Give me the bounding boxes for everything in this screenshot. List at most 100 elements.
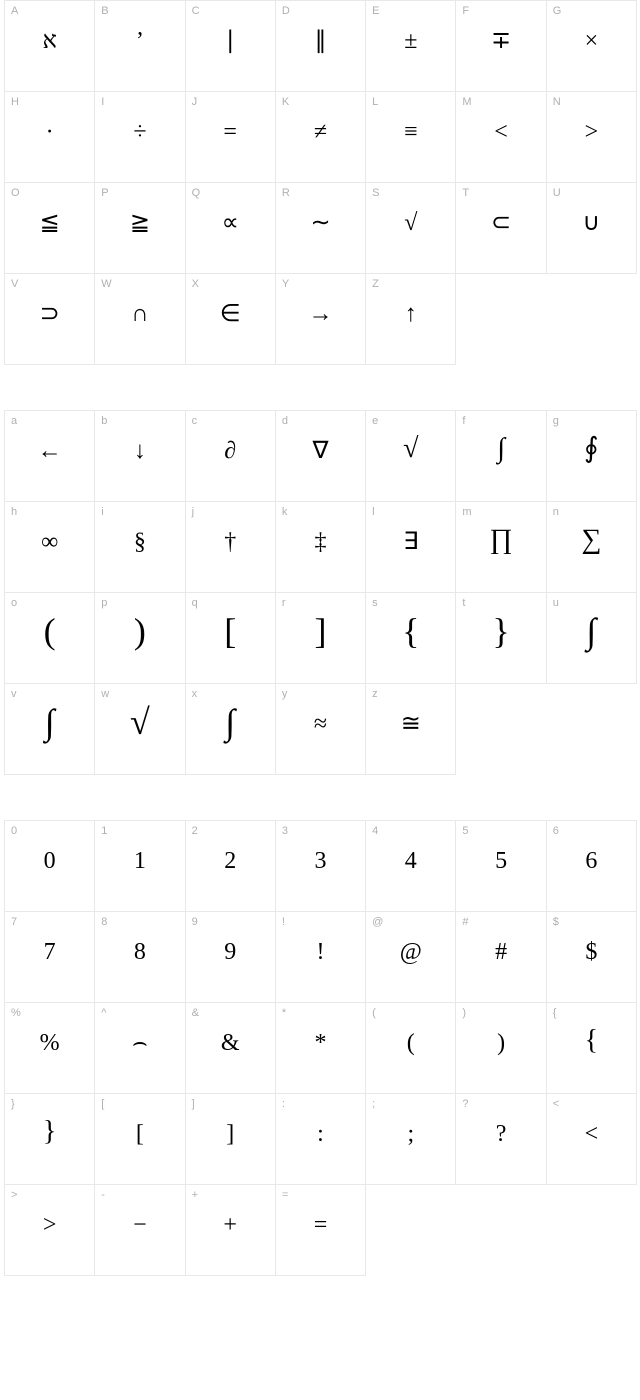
- cell-key-label: [: [101, 1098, 104, 1110]
- glyph-cell: V⊃: [5, 274, 95, 365]
- glyph-cell: >>: [5, 1185, 95, 1276]
- cell-key-label: S: [372, 187, 379, 199]
- cell-glyph: %: [5, 1031, 94, 1055]
- cell-key-label: A: [11, 5, 18, 17]
- glyph-cell: h∞: [5, 502, 95, 593]
- glyph-cell: Q∝: [186, 183, 276, 274]
- glyph-cell: D∥: [276, 1, 366, 92]
- glyph-cell: u∫: [547, 593, 637, 684]
- cell-glyph: =: [276, 1213, 365, 1237]
- cell-glyph: 4: [366, 849, 455, 873]
- cell-glyph: [: [186, 613, 275, 649]
- cell-key-label: J: [192, 96, 198, 108]
- cell-key-label: q: [192, 597, 198, 609]
- cell-key-label: 6: [553, 825, 559, 837]
- cell-glyph: ∥: [276, 29, 365, 53]
- glyph-cell: K≠: [276, 92, 366, 183]
- cell-glyph: ↑: [366, 302, 455, 326]
- glyph-cell: O≦: [5, 183, 95, 274]
- cell-glyph: ∮: [547, 435, 636, 463]
- glyph-cell: v∫: [5, 684, 95, 775]
- cell-glyph: ≠: [276, 120, 365, 144]
- glyph-cell: !!: [276, 912, 366, 1003]
- glyph-cell: 55: [456, 821, 546, 912]
- cell-key-label: U: [553, 187, 561, 199]
- cell-key-label: 8: [101, 916, 107, 928]
- cell-key-label: >: [11, 1189, 17, 1201]
- empty-cell: [456, 684, 546, 775]
- cell-glyph: ÷: [95, 120, 184, 144]
- cell-glyph: ∫: [456, 435, 545, 463]
- glyph-cell: @@: [366, 912, 456, 1003]
- cell-glyph: †: [186, 530, 275, 554]
- glyph-cell: j†: [186, 502, 276, 593]
- glyph-cell: <<: [547, 1094, 637, 1185]
- cell-glyph: =: [186, 120, 275, 144]
- cell-key-label: Q: [192, 187, 201, 199]
- cell-key-label: l: [372, 506, 374, 518]
- cell-glyph: &: [186, 1031, 275, 1055]
- cell-key-label: L: [372, 96, 378, 108]
- cell-glyph: }: [456, 613, 545, 649]
- cell-key-label: f: [462, 415, 465, 427]
- glyph-cell: ??: [456, 1094, 546, 1185]
- cell-key-label: @: [372, 916, 383, 928]
- glyph-cell: ##: [456, 912, 546, 1003]
- section-lowercase: a←b↓c∂d∇e√f∫g∮h∞i§j†k‡l∃m∏n∑o(p)q[r]s{t}…: [0, 410, 640, 775]
- glyph-cell: ;;: [366, 1094, 456, 1185]
- empty-cell: [547, 1185, 637, 1276]
- glyph-cell: Z↑: [366, 274, 456, 365]
- cell-glyph: ±: [366, 29, 455, 53]
- cell-glyph: ≦: [5, 211, 94, 235]
- cell-glyph: {: [547, 1027, 636, 1055]
- cell-glyph: ∫: [5, 704, 94, 740]
- cell-key-label: j: [192, 506, 194, 518]
- cell-key-label: V: [11, 278, 18, 290]
- glyph-cell: &&: [186, 1003, 276, 1094]
- glyph-cell: Aא: [5, 1, 95, 92]
- cell-glyph: ): [95, 613, 184, 649]
- empty-cell: [366, 1185, 456, 1276]
- cell-key-label: *: [282, 1007, 286, 1019]
- cell-glyph: √: [366, 435, 455, 463]
- cell-key-label: Z: [372, 278, 379, 290]
- cell-key-label: O: [11, 187, 20, 199]
- glyph-cell: E±: [366, 1, 456, 92]
- cell-key-label: !: [282, 916, 285, 928]
- cell-glyph: ×: [547, 29, 636, 53]
- glyph-cell: r]: [276, 593, 366, 684]
- cell-key-label: E: [372, 5, 379, 17]
- cell-glyph: →: [276, 302, 365, 326]
- cell-key-label: H: [11, 96, 19, 108]
- glyph-cell: H·: [5, 92, 95, 183]
- cell-key-label: x: [192, 688, 198, 700]
- glyph-cell: N>: [547, 92, 637, 183]
- glyph-cell: S√: [366, 183, 456, 274]
- glyph-cell: M<: [456, 92, 546, 183]
- cell-glyph: 6: [547, 849, 636, 873]
- glyph-cell: P≧: [95, 183, 185, 274]
- cell-glyph: ?: [456, 1122, 545, 1146]
- cell-glyph: §: [95, 530, 184, 554]
- glyph-cell: d∇: [276, 411, 366, 502]
- cell-glyph: 3: [276, 849, 365, 873]
- cell-key-label: w: [101, 688, 109, 700]
- glyph-cell: z≅: [366, 684, 456, 775]
- glyph-cell: l∃: [366, 502, 456, 593]
- empty-cell: [547, 274, 637, 365]
- cell-glyph: 2: [186, 849, 275, 873]
- cell-key-label: X: [192, 278, 199, 290]
- cell-glyph: 0: [5, 849, 94, 873]
- cell-key-label: %: [11, 1007, 21, 1019]
- cell-key-label: g: [553, 415, 559, 427]
- glyph-cell: F∓: [456, 1, 546, 92]
- glyph-cell: 99: [186, 912, 276, 1003]
- cell-key-label: 9: [192, 916, 198, 928]
- glyph-cell: G×: [547, 1, 637, 92]
- glyph-grid: AאBʼC∣D∥E±F∓G×H·I÷J=K≠L≡M<N>O≦P≧Q∝R∼S√T⊂…: [4, 0, 637, 365]
- cell-key-label: :: [282, 1098, 285, 1110]
- cell-glyph: −: [95, 1213, 184, 1237]
- cell-glyph: 1: [95, 849, 184, 873]
- cell-glyph: 7: [5, 940, 94, 964]
- cell-glyph: ∞: [5, 530, 94, 554]
